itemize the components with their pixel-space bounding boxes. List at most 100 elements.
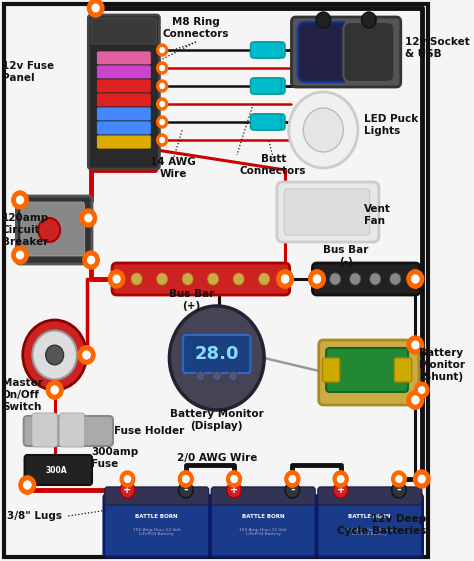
Circle shape — [19, 476, 36, 494]
FancyBboxPatch shape — [21, 202, 85, 256]
FancyBboxPatch shape — [250, 78, 282, 94]
Circle shape — [85, 214, 92, 222]
Circle shape — [396, 476, 402, 482]
Text: Battery
Monitor
(Shunt): Battery Monitor (Shunt) — [419, 348, 465, 381]
FancyBboxPatch shape — [59, 413, 85, 447]
Circle shape — [157, 273, 168, 285]
FancyBboxPatch shape — [91, 18, 157, 44]
Text: 300A: 300A — [46, 466, 67, 475]
Text: 300amp
Fuse: 300amp Fuse — [91, 447, 138, 469]
Circle shape — [157, 44, 168, 56]
Circle shape — [38, 218, 60, 242]
Circle shape — [227, 471, 241, 487]
Text: 100 Amp Hour 12 Volt
LiFePO4 Battery: 100 Amp Hour 12 Volt LiFePO4 Battery — [239, 528, 287, 536]
Text: LED Puck
Lights: LED Puck Lights — [365, 114, 419, 136]
FancyBboxPatch shape — [210, 494, 316, 557]
Circle shape — [412, 396, 419, 404]
Text: 28.0: 28.0 — [194, 345, 239, 363]
FancyBboxPatch shape — [343, 22, 394, 82]
FancyBboxPatch shape — [252, 78, 285, 94]
Circle shape — [231, 476, 237, 482]
Circle shape — [157, 98, 168, 110]
FancyBboxPatch shape — [97, 65, 151, 79]
FancyBboxPatch shape — [252, 114, 285, 130]
Circle shape — [333, 471, 348, 487]
FancyBboxPatch shape — [88, 15, 159, 169]
Circle shape — [12, 246, 28, 264]
FancyBboxPatch shape — [112, 263, 290, 295]
Circle shape — [370, 273, 381, 285]
Circle shape — [17, 251, 24, 259]
Circle shape — [418, 475, 425, 483]
FancyBboxPatch shape — [250, 42, 282, 58]
FancyBboxPatch shape — [17, 196, 92, 264]
Circle shape — [333, 482, 348, 498]
Circle shape — [92, 4, 99, 12]
Circle shape — [51, 386, 58, 394]
Text: -: - — [183, 485, 188, 495]
Circle shape — [183, 476, 189, 482]
Circle shape — [17, 196, 24, 204]
Circle shape — [414, 382, 429, 398]
Circle shape — [19, 476, 36, 494]
Circle shape — [160, 66, 164, 71]
Circle shape — [83, 351, 90, 359]
Circle shape — [46, 345, 64, 365]
Circle shape — [157, 134, 168, 146]
Circle shape — [32, 330, 77, 379]
FancyBboxPatch shape — [322, 358, 340, 382]
FancyBboxPatch shape — [250, 114, 282, 130]
Circle shape — [87, 0, 104, 17]
Text: 12v Deep
Cycle Batteries: 12v Deep Cycle Batteries — [337, 514, 426, 536]
Circle shape — [392, 482, 406, 498]
Circle shape — [309, 270, 325, 288]
Circle shape — [157, 80, 168, 92]
Text: -: - — [290, 485, 295, 495]
Circle shape — [179, 471, 193, 487]
Circle shape — [78, 346, 95, 364]
Circle shape — [333, 471, 348, 487]
FancyBboxPatch shape — [318, 487, 422, 505]
FancyBboxPatch shape — [252, 42, 285, 58]
Circle shape — [160, 102, 164, 107]
Circle shape — [289, 476, 295, 482]
Circle shape — [390, 273, 401, 285]
Circle shape — [407, 270, 424, 288]
Circle shape — [337, 476, 344, 482]
Circle shape — [407, 391, 424, 409]
Circle shape — [183, 476, 189, 482]
Circle shape — [277, 270, 293, 288]
Text: +: + — [123, 485, 132, 495]
Circle shape — [23, 320, 87, 390]
Circle shape — [309, 270, 325, 288]
Circle shape — [83, 351, 90, 359]
Circle shape — [313, 275, 320, 283]
Circle shape — [131, 273, 142, 285]
Circle shape — [289, 92, 358, 168]
Text: 120amp
Circuit
Breaker: 120amp Circuit Breaker — [2, 213, 49, 247]
Circle shape — [419, 387, 425, 393]
Circle shape — [78, 346, 95, 364]
Circle shape — [407, 336, 424, 354]
Circle shape — [179, 471, 193, 487]
Circle shape — [179, 482, 193, 498]
Circle shape — [282, 275, 289, 283]
FancyBboxPatch shape — [104, 494, 210, 557]
Circle shape — [413, 470, 430, 488]
Circle shape — [362, 12, 376, 28]
Circle shape — [337, 476, 344, 482]
Circle shape — [125, 476, 130, 482]
Circle shape — [259, 273, 270, 285]
Text: -: - — [397, 485, 401, 495]
Circle shape — [157, 62, 168, 74]
Circle shape — [233, 273, 244, 285]
FancyBboxPatch shape — [284, 189, 370, 235]
Circle shape — [228, 371, 238, 381]
Circle shape — [196, 371, 205, 381]
Circle shape — [160, 119, 164, 125]
Text: 100 Amp Hour 12 Volt
LiFePO4 Battery: 100 Amp Hour 12 Volt LiFePO4 Battery — [133, 528, 181, 536]
Text: M8 Ring
Connectors: M8 Ring Connectors — [163, 17, 229, 39]
FancyBboxPatch shape — [298, 22, 349, 82]
Circle shape — [113, 275, 120, 283]
Text: 14 AWG
Wire: 14 AWG Wire — [150, 157, 196, 179]
